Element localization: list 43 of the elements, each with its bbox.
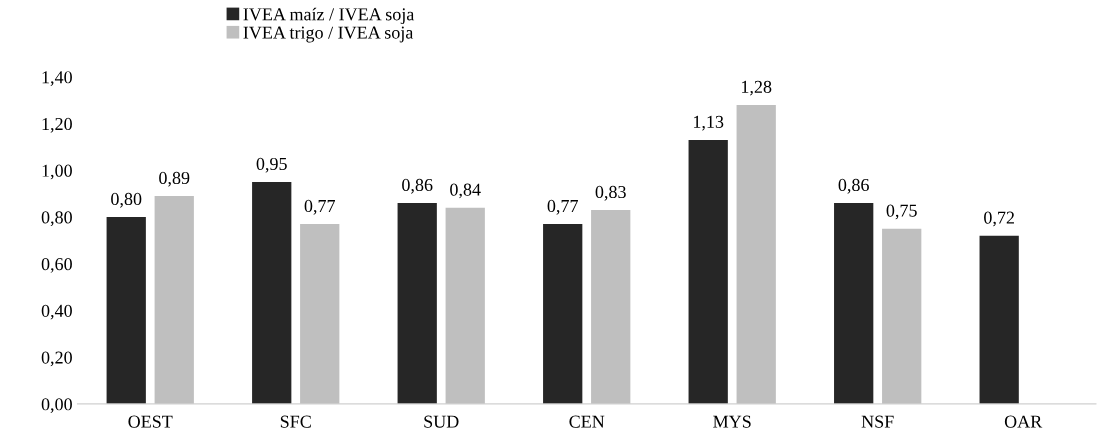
data-label: 0,72 [984, 211, 1014, 227]
data-label: 0,77 [547, 199, 578, 215]
y-tick-label: 1,20 [42, 117, 72, 133]
x-tick-label: CEN [569, 415, 605, 428]
bar [445, 207, 485, 404]
x-tick-label: MYS [713, 415, 751, 428]
bar [300, 224, 340, 404]
bar [882, 228, 922, 404]
bar [736, 104, 776, 404]
x-tick-label: OEST [128, 415, 173, 428]
legend-label: IVEA maíz / IVEA soja [243, 7, 415, 25]
data-label: 1,28 [742, 80, 772, 96]
y-tick-label: 1,00 [42, 164, 72, 180]
data-label: 0,75 [886, 204, 917, 220]
y-tick-label: 1,40 [42, 71, 72, 86]
x-tick-label: NSF [861, 415, 894, 428]
bar [834, 203, 874, 404]
y-tick-label: 0,00 [41, 398, 72, 413]
bar [543, 224, 583, 404]
data-label: 0,80 [111, 192, 142, 208]
bar [397, 203, 437, 404]
y-tick-label: 0,20 [41, 351, 72, 367]
bar [154, 196, 194, 404]
data-label: 0,84 [450, 183, 481, 199]
data-label: 0,77 [304, 199, 336, 215]
data-label: 0,89 [159, 171, 190, 187]
x-tick-label: OAR [1004, 415, 1043, 428]
y-tick-label: 0,40 [41, 304, 72, 320]
legend-label: IVEA trigo / IVEA soja [243, 26, 414, 43]
bar [591, 210, 631, 404]
y-tick-label: 0,80 [41, 211, 72, 227]
bar [106, 217, 146, 404]
data-label: 0,86 [402, 178, 433, 194]
bar [979, 235, 1019, 404]
data-label: 0,86 [838, 178, 869, 194]
data-label: 0,95 [256, 157, 287, 173]
data-label: 1,13 [693, 115, 724, 131]
bar [688, 139, 728, 404]
data-label: 0,83 [595, 185, 626, 201]
y-tick-label: 0,60 [41, 258, 72, 273]
bar [252, 182, 292, 404]
x-tick-label: SFC [280, 415, 311, 428]
x-tick-label: SUD [424, 415, 459, 428]
